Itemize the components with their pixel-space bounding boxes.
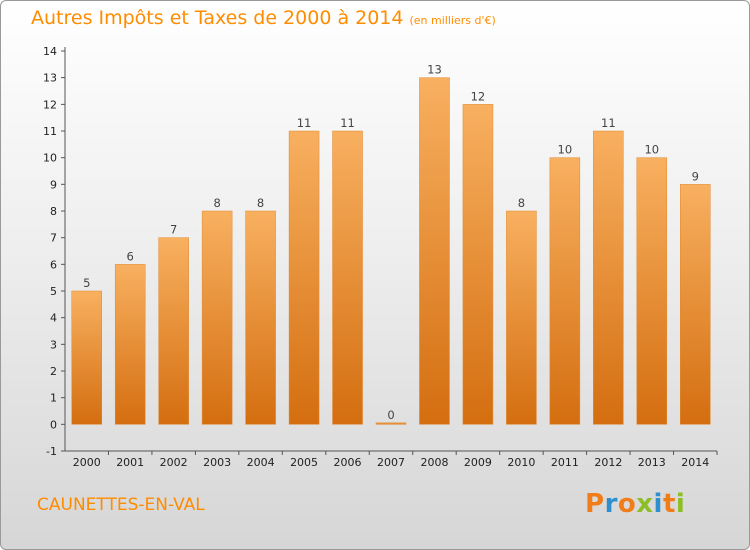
logo-letter: P — [585, 489, 605, 519]
y-tick-label: 13 — [43, 72, 57, 85]
x-tick-label: 2006 — [334, 456, 362, 469]
y-tick-label: 0 — [50, 418, 57, 431]
y-tick-label: 14 — [43, 45, 57, 58]
chart-subtitle: (en milliers d'€) — [409, 14, 496, 27]
y-tick-label: 7 — [50, 232, 57, 245]
data-label: 10 — [558, 143, 573, 157]
data-label: 11 — [297, 116, 312, 130]
x-tick-label: 2004 — [247, 456, 275, 469]
x-tick-label: 2012 — [594, 456, 622, 469]
x-tick-label: 2001 — [116, 456, 144, 469]
x-tick-label: 2007 — [377, 456, 405, 469]
data-label: 0 — [387, 408, 394, 422]
y-tick-label: 11 — [43, 125, 57, 138]
chart-title-text: Autres Impôts et Taxes de 2000 à 2014 — [31, 7, 404, 29]
bar — [506, 210, 537, 425]
y-tick-label: 3 — [50, 338, 57, 351]
x-tick-label: 2009 — [464, 456, 492, 469]
data-label: 10 — [644, 143, 659, 157]
x-tick-label: 2010 — [507, 456, 535, 469]
y-tick-label: 12 — [43, 98, 57, 111]
bar — [375, 422, 407, 425]
x-tick-label: 2014 — [681, 456, 709, 469]
logo-letter: i — [653, 489, 663, 519]
y-tick-label: 8 — [50, 205, 57, 218]
data-label: 6 — [127, 249, 134, 263]
bar — [549, 157, 581, 425]
y-tick-label: 9 — [50, 178, 57, 191]
data-label: 9 — [692, 169, 699, 183]
data-label: 8 — [518, 196, 525, 210]
x-tick-label: 2011 — [551, 456, 579, 469]
x-tick-label: 2013 — [638, 456, 666, 469]
commune-name: CAUNETTES-EN-VAL — [37, 495, 205, 515]
data-label: 8 — [213, 196, 220, 210]
y-tick-label: 6 — [50, 258, 57, 271]
bar — [288, 130, 320, 425]
logo-letter: x — [636, 489, 654, 519]
data-label: 13 — [427, 63, 442, 77]
x-tick-label: 2008 — [420, 456, 448, 469]
y-tick-label: 10 — [43, 152, 57, 165]
y-tick-label: -1 — [46, 445, 57, 458]
bar — [114, 264, 146, 425]
bar — [71, 290, 102, 425]
bar — [636, 157, 668, 425]
logo-letter: t — [662, 489, 676, 519]
bar — [158, 237, 189, 425]
bar — [680, 184, 711, 425]
data-label: 7 — [170, 223, 177, 237]
chart-bars: 5 6 7 8 8 11 11 0 13 12 8 10 11 10 9 — [71, 63, 711, 425]
y-tick-label: 4 — [50, 312, 57, 325]
logo-letter: i — [675, 489, 686, 519]
chart-title: Autres Impôts et Taxes de 2000 à 2014 (en… — [31, 7, 496, 29]
bar — [462, 104, 494, 425]
x-tick-label: 2000 — [73, 456, 101, 469]
y-tick-label: 1 — [50, 392, 57, 405]
x-tick-label: 2003 — [203, 456, 231, 469]
data-label: 11 — [340, 116, 355, 130]
data-label: 11 — [601, 116, 616, 130]
logo-letter: o — [617, 489, 637, 519]
x-tick-label: 2005 — [290, 456, 318, 469]
y-tick-label: 5 — [50, 285, 57, 298]
proxiti-logo: Proxiti — [585, 489, 685, 519]
x-tick-label: 2002 — [160, 456, 188, 469]
bar — [245, 210, 276, 425]
bar — [332, 130, 363, 425]
bar — [419, 77, 450, 425]
data-label: 8 — [257, 196, 264, 210]
bar — [593, 130, 624, 425]
data-label: 12 — [471, 89, 486, 103]
data-label: 5 — [83, 276, 90, 290]
y-tick-label: 2 — [50, 365, 57, 378]
bar — [201, 210, 233, 425]
logo-letter: r — [604, 489, 618, 519]
